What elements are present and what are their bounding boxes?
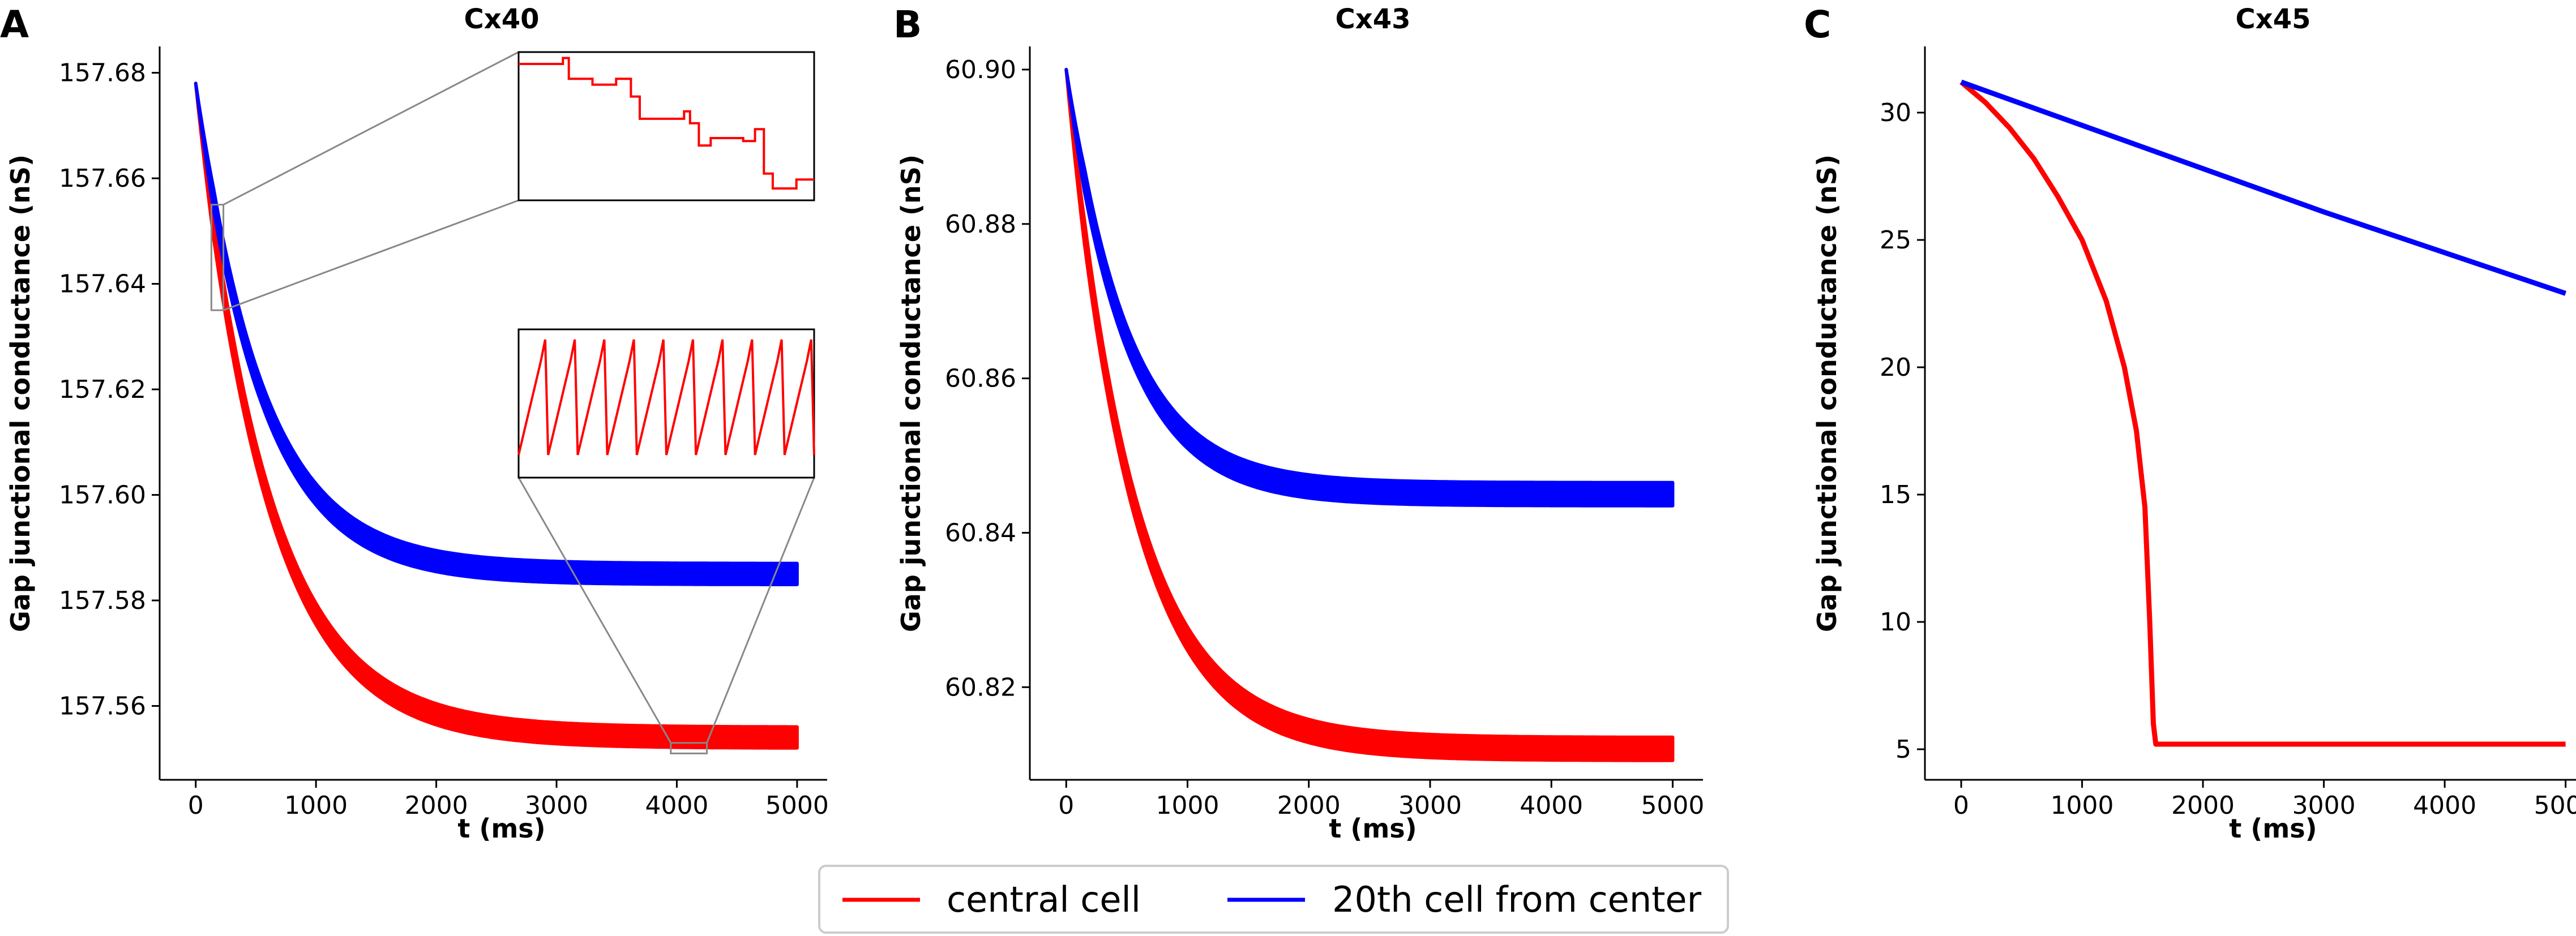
panel-c-xlabel: t (ms) [2229,813,2317,844]
series-band [1064,67,1675,762]
panel-c-ylabel: Gap junctional conductance (nS) [1812,154,1842,632]
x-tick-label: 2000 [405,791,468,820]
panel-b-plot: 0 1000 2000 3000 4000 5000 60.82 60.84 60.86 60.8… [945,46,1704,820]
x-tick-label: 5000 [765,791,829,820]
series-line [1959,80,2566,747]
x-tick-label: 3000 [525,791,588,820]
panel-letter-c: C [1804,3,1831,46]
y-tick-label: 15 [1880,480,1911,509]
panel-letter-a: A [0,3,29,46]
panel-c-plot: 0 1000 2000 3000 4000 5000 5 10 15 20 25 30 [1880,46,2576,820]
zoom-connector [706,477,815,744]
x-tick-label: 5000 [1641,791,1704,820]
series-band [194,81,799,750]
x-tick-label: 2000 [2171,791,2235,820]
panel-letter-b: B [893,3,922,46]
y-tick-label: 60.88 [945,210,1016,239]
series-band [194,81,799,586]
y-tick-label: 157.68 [59,59,146,88]
y-tick-label: 157.66 [59,164,146,193]
legend: central cell 20th cell from center [818,865,1729,934]
zoom-source-box [670,742,708,754]
panel-a-plot: 0 1000 2000 3000 4000 5000 157.56 157.58 157.60 1… [59,46,829,820]
y-tick-label: 157.56 [59,692,146,720]
panel-b-title: Cx43 [1336,3,1411,35]
inset-staircase-trace [519,57,814,190]
legend-label-20th: 20th cell from center [1332,879,1702,920]
panel-a-xlabel: t (ms) [457,813,545,844]
x-tick-label: 2000 [1277,791,1341,820]
x-tick-label: 4000 [645,791,708,820]
x-tick-label: 0 [1953,791,1969,820]
y-tick-label: 30 [1880,98,1911,127]
y-tick-label: 60.84 [945,518,1016,547]
panel-a-insets [210,51,815,754]
inset-oscillation-frame [517,328,815,479]
panel-a-title: Cx40 [464,3,540,35]
x-tick-label: 4000 [2413,791,2476,820]
inset-staircase-frame [517,51,815,201]
panel-a: A Cx40 0 1000 2000 3000 4000 5000 157.56 157.58… [0,3,829,844]
y-tick-label: 60.90 [945,55,1016,84]
zoom-source-box [210,204,225,311]
y-tick-label: 157.64 [59,270,146,299]
y-tick-label: 10 [1880,608,1911,637]
x-tick-label: 1000 [1156,791,1219,820]
y-tick-label: 5 [1895,735,1911,764]
y-tick-label: 25 [1880,226,1911,255]
panel-b-ylabel: Gap junctional conductance (nS) [896,154,926,632]
legend-label-central: central cell [947,879,1141,920]
panel-b: B Cx43 0 1000 2000 3000 4000 5000 60.82 60.84 60… [893,3,1704,844]
series-band [1064,67,1675,508]
y-tick-label: 157.58 [59,586,146,615]
x-tick-label: 5000 [2534,791,2576,820]
y-tick-label: 157.62 [59,375,146,404]
x-tick-label: 3000 [1398,791,1462,820]
x-tick-label: 1000 [284,791,348,820]
y-tick-label: 157.60 [59,481,146,510]
x-tick-label: 0 [188,791,204,820]
zoom-connector [223,199,519,311]
inset-oscillation-trace [517,339,815,456]
y-tick-label: 20 [1880,353,1911,382]
y-tick-label: 60.86 [945,364,1016,393]
x-tick-label: 3000 [2292,791,2356,820]
series-line [1960,79,2567,296]
x-tick-label: 1000 [2051,791,2114,820]
panel-c: C Cx45 01000200030004000500051015202530 … [1804,3,2576,844]
x-tick-label: 4000 [1520,791,1583,820]
y-tick-label: 60.82 [945,673,1016,702]
zoom-connector [517,477,672,744]
panel-a-ylabel: Gap junctional conductance (nS) [5,154,36,632]
panel-c-title: Cx45 [2236,3,2311,35]
zoom-connector [222,51,519,206]
x-tick-label: 0 [1058,791,1074,820]
panel-b-xlabel: t (ms) [1329,813,1417,844]
